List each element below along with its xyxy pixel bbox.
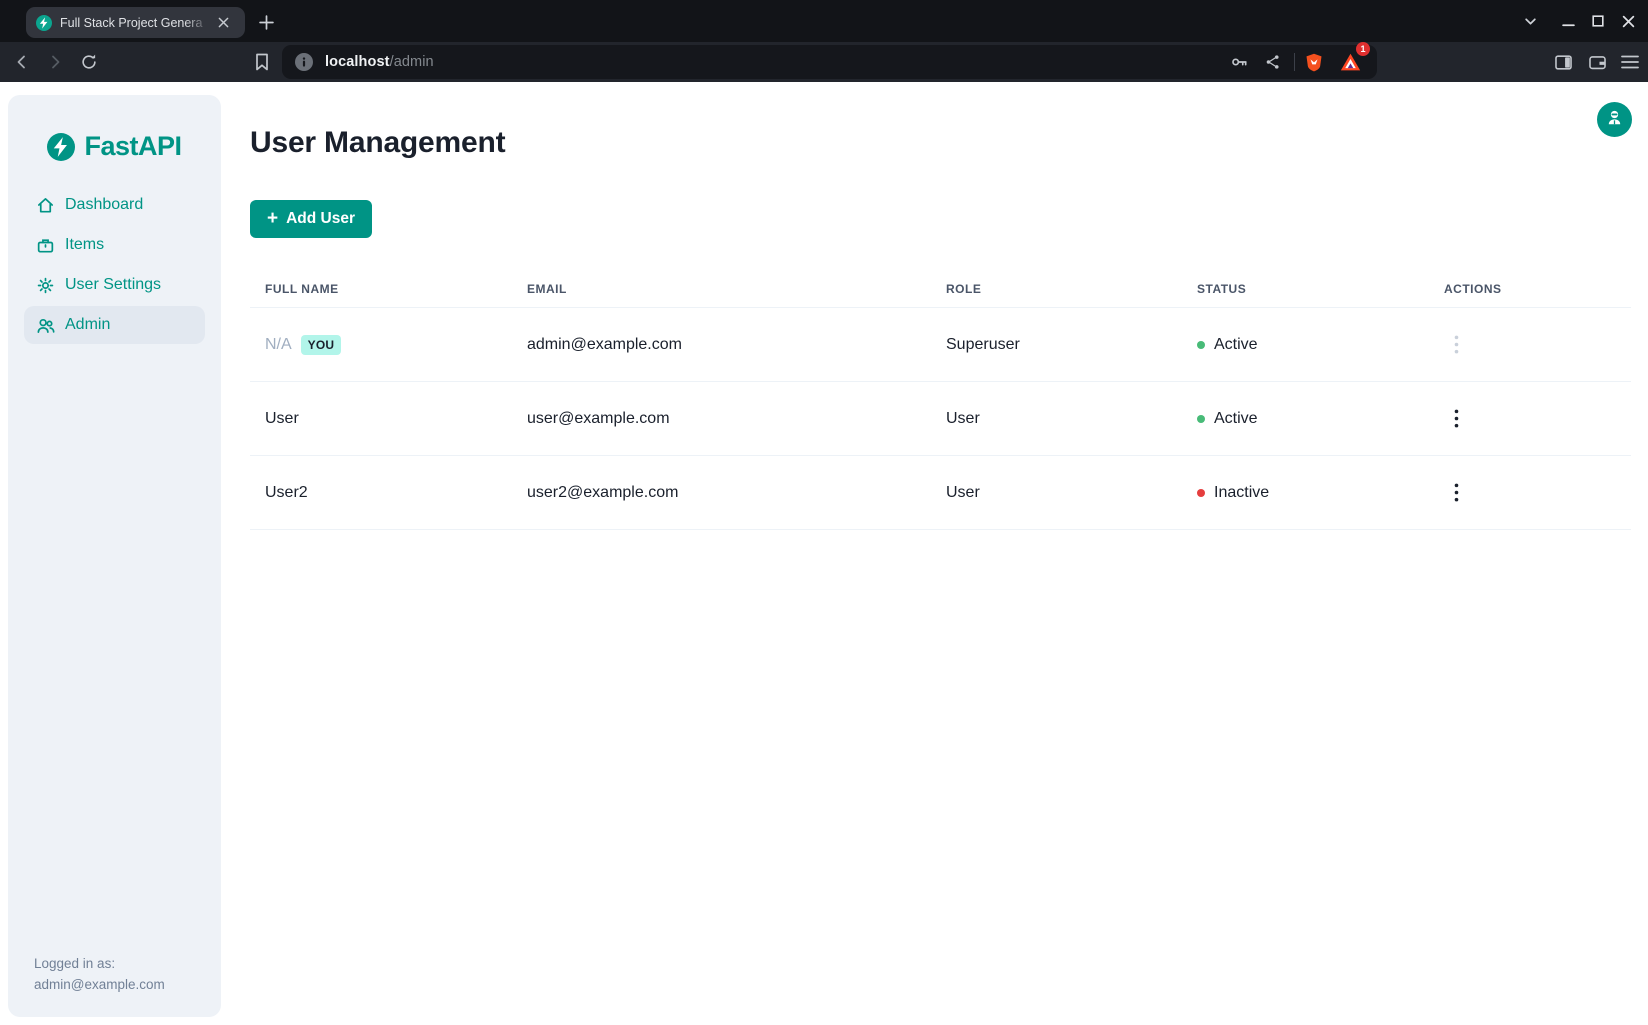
url-bar[interactable]: localhost/admin 1 bbox=[282, 42, 1377, 79]
status-text: Active bbox=[1214, 409, 1258, 427]
share-icon[interactable] bbox=[1257, 46, 1289, 78]
gear-icon bbox=[36, 276, 55, 295]
sidebar-nav: Dashboard Items User Settings Admin bbox=[24, 186, 205, 344]
url-text: localhost/admin bbox=[325, 54, 434, 70]
fastapi-lightning-icon bbox=[47, 132, 76, 161]
browser-toolbar: localhost/admin 1 bbox=[0, 42, 1648, 82]
cell-actions bbox=[1429, 407, 1631, 431]
cell-actions bbox=[1429, 333, 1631, 357]
window-minimize-icon[interactable] bbox=[1557, 10, 1579, 32]
status-dot bbox=[1197, 340, 1205, 349]
cell-full-name: User2 bbox=[250, 484, 512, 502]
sidebar-item-label: Admin bbox=[65, 316, 111, 333]
tab-title: Full Stack Project Genera bbox=[60, 15, 210, 30]
users-table: Full Name Email Role Status Actions N/A … bbox=[250, 270, 1631, 530]
back-icon[interactable] bbox=[6, 46, 38, 78]
window-maximize-icon[interactable] bbox=[1587, 10, 1609, 32]
sidebar-item-label: User Settings bbox=[65, 276, 162, 293]
cell-email: user@example.com bbox=[527, 409, 670, 427]
full-name-text: User bbox=[265, 409, 299, 427]
cell-actions bbox=[1429, 481, 1631, 505]
briefcase-icon bbox=[36, 236, 55, 255]
plus-icon: + bbox=[267, 207, 279, 229]
cell-role: Superuser bbox=[946, 335, 1020, 353]
full-name-text: User2 bbox=[265, 483, 308, 501]
user-menu-button[interactable] bbox=[1597, 102, 1632, 137]
new-tab-icon[interactable] bbox=[254, 10, 278, 34]
sidebar: FastAPI Dashboard Items User Settings bbox=[8, 95, 221, 1017]
logged-in-as-label: Logged in as: bbox=[34, 956, 116, 971]
add-user-button[interactable]: + Add User bbox=[250, 200, 373, 238]
page-title: User Management bbox=[250, 126, 506, 159]
fastapi-logo: FastAPI bbox=[8, 131, 221, 162]
brave-shield-icon[interactable] bbox=[1298, 46, 1330, 78]
sidebar-item-admin[interactable]: Admin bbox=[24, 306, 205, 344]
row-actions-menu-icon[interactable] bbox=[1444, 481, 1468, 505]
bookmark-icon[interactable] bbox=[246, 46, 278, 78]
tab-search-chevron-icon[interactable] bbox=[1519, 10, 1541, 32]
table-row: User2 user2@example.com User Inactive bbox=[250, 455, 1631, 529]
status-dot bbox=[1197, 488, 1205, 497]
sidebar-item-items[interactable]: Items bbox=[24, 226, 205, 264]
row-actions-menu-icon[interactable] bbox=[1444, 407, 1468, 431]
cell-status: Active bbox=[1182, 410, 1429, 428]
column-header-email: Email bbox=[527, 281, 567, 296]
cell-status: Active bbox=[1182, 336, 1429, 354]
sidebar-item-dashboard[interactable]: Dashboard bbox=[24, 186, 205, 224]
column-header-role: Role bbox=[946, 281, 982, 296]
brave-rewards-icon[interactable]: 1 bbox=[1334, 42, 1370, 78]
tab-close-icon[interactable] bbox=[214, 14, 232, 32]
cell-full-name: N/A YOU bbox=[250, 334, 512, 355]
browser-tab[interactable]: Full Stack Project Genera bbox=[26, 7, 245, 38]
status-dot bbox=[1197, 414, 1205, 423]
sidebar-panel-icon[interactable] bbox=[1547, 46, 1579, 78]
you-badge: YOU bbox=[300, 334, 342, 355]
cell-role: User bbox=[946, 483, 980, 501]
menu-hamburger-icon[interactable] bbox=[1614, 46, 1646, 78]
cell-email: admin@example.com bbox=[527, 335, 682, 353]
forward-icon[interactable] bbox=[39, 46, 71, 78]
column-header-actions: Actions bbox=[1444, 281, 1502, 296]
user-astronaut-icon bbox=[1605, 108, 1624, 132]
table-header-row: Full Name Email Role Status Actions bbox=[250, 270, 1631, 307]
row-actions-menu-icon bbox=[1444, 333, 1468, 357]
table-row: User user@example.com User Active bbox=[250, 381, 1631, 455]
window-close-icon[interactable] bbox=[1617, 10, 1639, 32]
rewards-badge: 1 bbox=[1356, 42, 1370, 56]
url-path: /admin bbox=[389, 54, 434, 70]
cell-email: user2@example.com bbox=[527, 483, 679, 501]
status-text: Active bbox=[1214, 335, 1258, 353]
status-text: Inactive bbox=[1214, 483, 1270, 501]
sidebar-item-label: Dashboard bbox=[65, 196, 144, 213]
column-header-full-name: Full Name bbox=[265, 281, 339, 296]
logged-in-info: Logged in as: admin@example.com bbox=[34, 953, 165, 995]
full-name-text: N/A bbox=[265, 335, 292, 353]
table-row: N/A YOU admin@example.com Superuser Acti… bbox=[250, 307, 1631, 381]
toolbar-divider bbox=[1294, 53, 1295, 71]
sidebar-item-label: Items bbox=[65, 236, 105, 253]
column-header-status: Status bbox=[1197, 281, 1247, 296]
cell-full-name: User bbox=[250, 410, 512, 428]
fastapi-favicon-icon bbox=[36, 14, 52, 31]
cell-role: User bbox=[946, 409, 980, 427]
url-host: localhost bbox=[325, 54, 390, 70]
page-content: FastAPI Dashboard Items User Settings bbox=[0, 82, 1648, 1025]
cell-status: Inactive bbox=[1182, 484, 1429, 502]
add-user-button-label: Add User bbox=[286, 210, 356, 227]
browser-titlebar: Full Stack Project Genera bbox=[0, 0, 1648, 42]
wallet-icon[interactable] bbox=[1581, 46, 1613, 78]
site-info-icon[interactable] bbox=[295, 53, 313, 71]
reload-icon[interactable] bbox=[73, 46, 105, 78]
sidebar-item-user-settings[interactable]: User Settings bbox=[24, 266, 205, 304]
home-icon bbox=[36, 196, 55, 215]
logged-in-email: admin@example.com bbox=[34, 977, 165, 992]
users-icon bbox=[36, 316, 55, 335]
password-key-icon[interactable] bbox=[1223, 46, 1255, 78]
fastapi-logo-text: FastAPI bbox=[84, 131, 182, 161]
